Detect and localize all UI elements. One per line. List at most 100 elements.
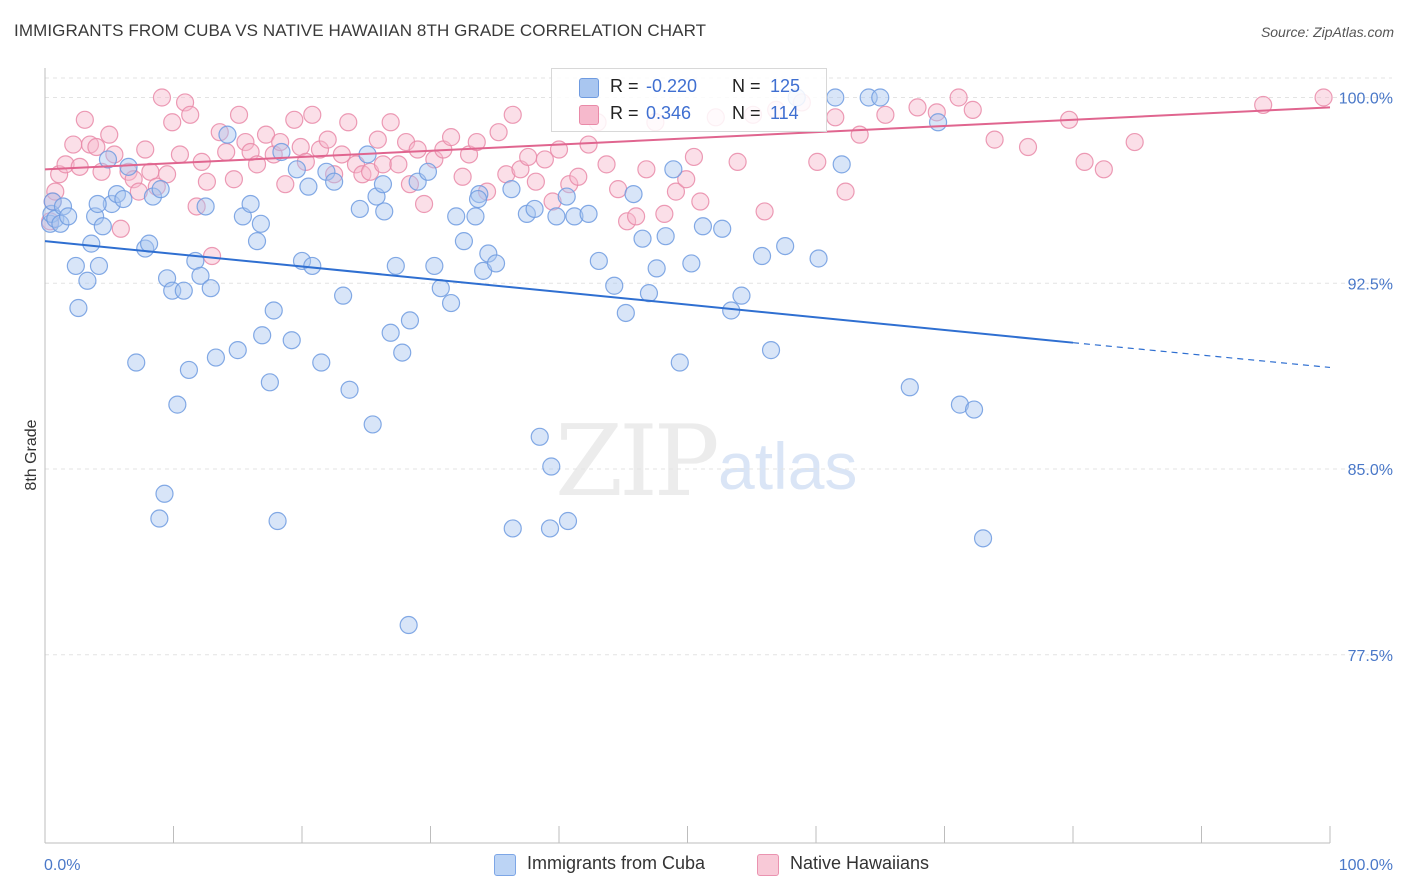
cuba-point	[950, 395, 970, 414]
cuba-point	[260, 373, 279, 392]
hawaiian-point	[526, 172, 545, 191]
cuba-point	[447, 207, 466, 226]
cuba-point	[78, 271, 97, 290]
hawaiian-point	[224, 170, 243, 189]
hawaiian-point	[318, 130, 337, 149]
cuba-point	[647, 259, 666, 278]
hawaiian-point	[1075, 152, 1094, 171]
hawaiian-point	[1314, 88, 1333, 107]
legend-n-label: N =	[732, 103, 761, 123]
hawaiian-point	[50, 165, 69, 184]
cuba-point	[393, 343, 412, 362]
cuba-point	[218, 125, 237, 144]
hawaiian-point	[535, 150, 554, 169]
cuba-trend-line	[44, 240, 1074, 344]
cuba-point	[93, 217, 112, 236]
cuba-point	[150, 509, 169, 528]
trend-lines	[44, 106, 1331, 369]
hawaiian-point	[618, 212, 637, 231]
hawaiian-point	[285, 110, 304, 129]
cuba-point	[900, 378, 919, 397]
cuba-point	[241, 194, 260, 214]
hawaiian-point	[129, 182, 148, 201]
hawaiian-point	[136, 140, 155, 159]
hawaiian-point	[1018, 137, 1038, 157]
cuba-point	[251, 214, 270, 233]
cuba-point	[589, 251, 608, 271]
hawaiian-point	[755, 202, 774, 221]
cuba-point	[325, 172, 344, 191]
hawaiian-point	[197, 172, 217, 191]
y-tick-label: 92.5%	[1348, 276, 1393, 293]
bottom-legend-swatch-blue	[494, 854, 516, 876]
hawaiian-point	[850, 125, 869, 144]
hawaiian-point	[543, 192, 562, 211]
hawaiian-trend-line	[44, 106, 1331, 171]
x-tick-label-start: 0.0%	[44, 857, 80, 874]
cuba-point	[334, 286, 353, 305]
cuba-point	[454, 232, 474, 251]
hawaiian-point	[626, 207, 646, 226]
cuba-point	[43, 192, 62, 211]
hawaiian-point	[441, 128, 461, 147]
cuba-point	[486, 254, 506, 273]
cuba-point	[127, 353, 146, 372]
y-axis-title: 8th Grade	[23, 419, 40, 490]
cuba-point	[363, 415, 382, 434]
hawaiian-point	[75, 110, 94, 129]
cuba-point	[282, 331, 301, 350]
hawaiian-point	[808, 152, 827, 171]
cuba-point	[174, 281, 193, 300]
cuba-point	[340, 380, 359, 399]
cuba-point	[400, 311, 420, 330]
hawaiian-point	[985, 130, 1004, 149]
hawaiian-point	[963, 100, 982, 119]
source-label: Source: ZipAtlas.com	[1260, 24, 1394, 40]
hawaiian-point	[597, 155, 616, 174]
cuba-point	[425, 256, 444, 276]
cuba-point	[468, 189, 488, 209]
cuba-point	[639, 284, 659, 303]
cuba-point	[399, 615, 418, 635]
hawaiian-point	[303, 105, 322, 124]
cuba-point	[381, 323, 400, 342]
tick-labels: 77.5% 85.0% 92.5% 100.0% 8th Grade 0.0% 100.0%	[23, 91, 1393, 875]
hawaiian-point	[579, 135, 598, 154]
hawaiian-point	[408, 140, 427, 159]
cuba-point	[386, 256, 405, 276]
hawaiian-point	[453, 167, 472, 186]
hawaiian-point	[1254, 95, 1273, 115]
hawaiian-point	[389, 155, 408, 174]
hawaiian-point	[666, 182, 686, 201]
cuba-point	[143, 187, 163, 206]
y-tick-label: 77.5%	[1348, 648, 1393, 665]
hawaiian-point	[609, 180, 628, 199]
data-points	[41, 88, 1333, 635]
cuba-point	[287, 160, 306, 179]
legend-n-label: N =	[732, 76, 761, 96]
hawaiian-point	[256, 125, 276, 144]
cuba-point	[375, 202, 394, 221]
cuba-point	[579, 204, 598, 224]
hawaiian-point	[414, 194, 434, 214]
cuba-point	[89, 256, 109, 276]
hawaiian-point	[826, 108, 845, 127]
hawaiian-point	[503, 105, 522, 124]
y-tick-label: 100.0%	[1339, 91, 1393, 108]
cuba-point	[114, 189, 133, 209]
legend-row-hawaiian: R = 0.346 N = 114	[552, 102, 826, 128]
cuba-point	[693, 217, 713, 236]
bottom-legend-swatch-pink	[757, 854, 779, 876]
hawaiian-point	[229, 105, 249, 124]
hawaiian-point	[339, 113, 358, 132]
legend-row-cuba: R = -0.220 N = 125	[552, 75, 826, 101]
cuba-point	[151, 180, 170, 199]
cuba-point	[616, 303, 635, 323]
hawaiian-point	[152, 88, 172, 107]
cuba-point	[299, 177, 318, 196]
hawaiian-point	[519, 147, 538, 167]
cuba-point	[530, 427, 549, 446]
cuba-point	[832, 155, 851, 174]
cuba-point	[540, 519, 560, 538]
